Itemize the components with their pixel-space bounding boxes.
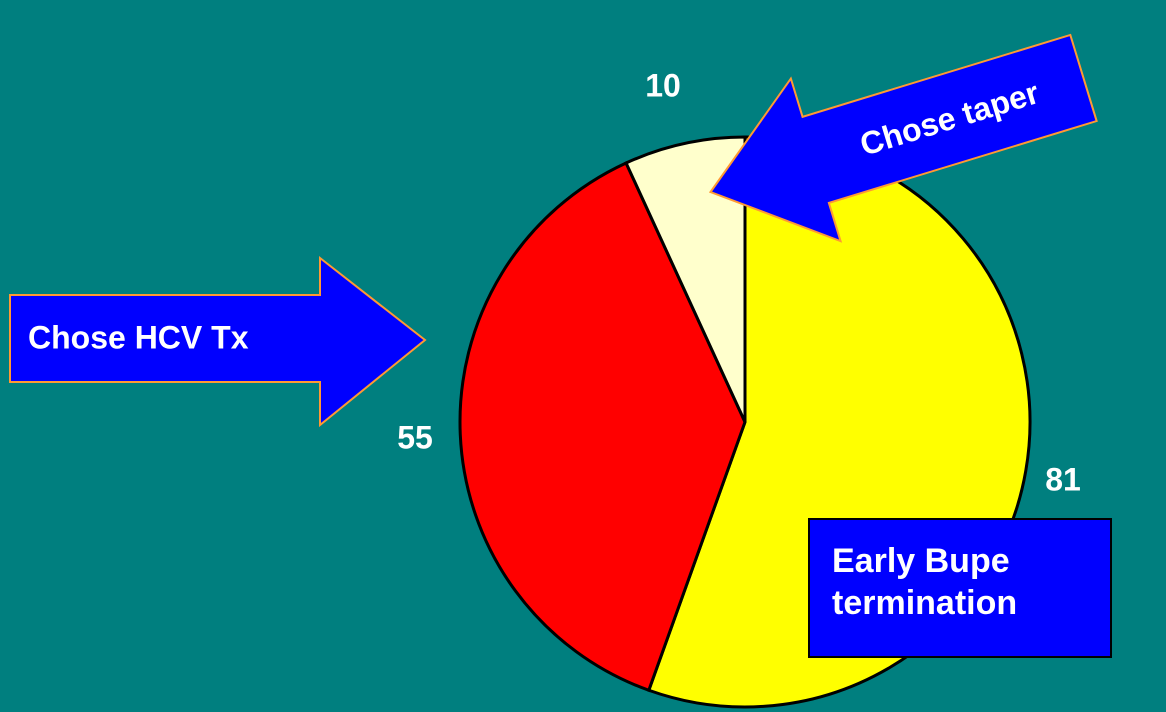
data-label: 55 (397, 419, 433, 455)
arrow (708, 33, 1098, 243)
data-label: 81 (1045, 461, 1081, 497)
arrow-group: Chose taper (708, 33, 1098, 243)
data-label: 10 (645, 67, 681, 103)
arrow-label: Chose HCV Tx (28, 319, 249, 355)
arrow (9, 255, 427, 428)
callout-box: Early Bupe termination (808, 518, 1112, 658)
pie-slice (624, 135, 747, 423)
pie-slice (458, 160, 747, 693)
